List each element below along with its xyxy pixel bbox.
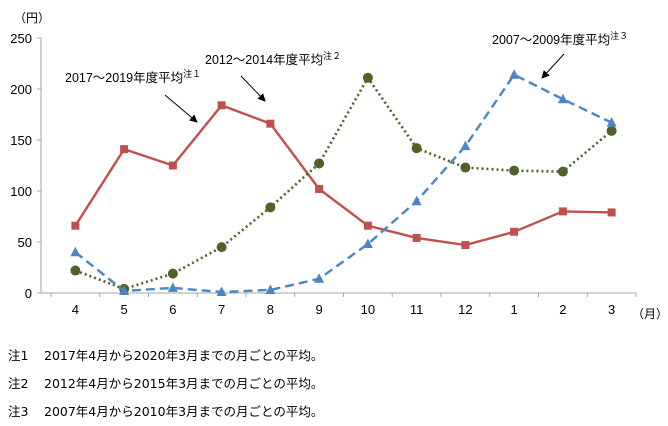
data-point-circle [265, 202, 276, 213]
data-point-triangle [265, 284, 276, 294]
data-point-triangle [70, 246, 81, 257]
series-line [74, 103, 612, 247]
data-point-circle [557, 166, 568, 177]
series-1 [70, 72, 617, 294]
y-tick-label: 100 [10, 184, 32, 199]
x-axis-unit: （月） [632, 307, 668, 321]
data-point-square [120, 145, 129, 154]
data-point-square [558, 207, 567, 216]
x-tick-label: 12 [458, 302, 472, 317]
data-point-square [510, 227, 519, 236]
data-point-circle [167, 268, 178, 279]
data-point-square [363, 221, 372, 230]
note-1: 注1 2017年4月から2020年3月までの月ごとの平均。 [8, 348, 324, 363]
series-2 [70, 69, 617, 296]
series-label-2012-2014: 2012～2014年度平均注２ [205, 50, 341, 67]
series-0 [71, 101, 616, 250]
y-tick-label: 50 [18, 235, 32, 250]
y-tick-label: 200 [10, 82, 32, 97]
data-point-circle [460, 162, 471, 173]
data-point-square [607, 208, 616, 217]
x-tick-label: 5 [121, 302, 128, 317]
data-point-square [217, 101, 226, 110]
x-tick-label: 4 [72, 302, 79, 317]
data-point-triangle [314, 273, 325, 283]
x-tick-label: 9 [316, 302, 323, 317]
x-tick-label: 1 [511, 302, 518, 317]
data-point-square [168, 161, 177, 170]
data-point-circle [362, 72, 373, 83]
x-tick-label: 11 [410, 302, 424, 317]
note-2: 注2 2012年4月から2015年3月までの月ごとの平均。 [8, 376, 324, 391]
x-tick-label: 8 [267, 302, 274, 317]
x-tick-label: 7 [218, 302, 225, 317]
x-tick-label: 2 [559, 302, 566, 317]
y-tick-label: 250 [10, 31, 32, 46]
y-axis-unit: （円） [14, 11, 50, 25]
arrow-2007-2009 [541, 53, 565, 79]
data-point-circle [606, 125, 617, 136]
data-point-triangle [460, 140, 471, 151]
x-tick-label: 6 [169, 302, 176, 317]
data-point-circle [509, 165, 520, 176]
data-point-triangle [557, 93, 568, 104]
x-tick-label: 3 [608, 302, 615, 317]
data-point-triangle [119, 285, 130, 295]
data-point-circle [314, 158, 325, 169]
y-tick-label: 150 [10, 133, 32, 148]
series-label-2007-2009: 2007～2009年度平均注３ [492, 30, 628, 47]
y-tick-label: 0 [25, 286, 32, 301]
data-point-triangle [509, 69, 520, 79]
data-point-triangle [167, 282, 178, 292]
data-point-square [266, 119, 275, 128]
x-tick-label: 10 [361, 302, 375, 317]
data-point-triangle [216, 286, 227, 296]
series-line [74, 75, 613, 291]
data-point-triangle [606, 117, 617, 127]
data-point-square [315, 184, 324, 193]
data-point-square [412, 233, 421, 242]
data-point-square [71, 221, 80, 230]
data-point-circle [216, 242, 227, 253]
series-label-2017-2019: 2017～2019年度平均注１ [65, 68, 201, 85]
data-point-circle [70, 265, 81, 276]
note-3: 注3 2007年4月から2010年3月までの月ごとの平均。 [8, 404, 324, 419]
arrow-2017-2019 [164, 94, 198, 123]
data-point-triangle [362, 238, 373, 249]
arrow-2012-2014 [240, 75, 266, 102]
series-line [74, 73, 613, 294]
data-point-circle [411, 143, 422, 154]
data-point-triangle [411, 195, 422, 206]
data-point-square [461, 241, 470, 250]
